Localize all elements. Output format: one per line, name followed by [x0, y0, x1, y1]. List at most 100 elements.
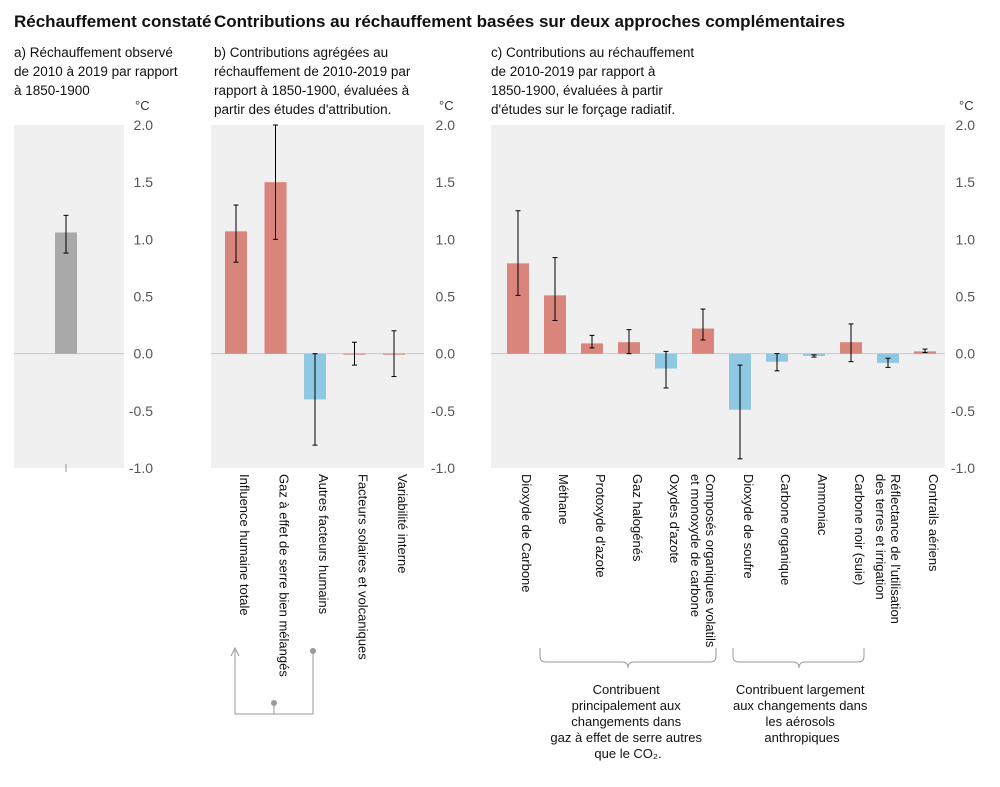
panel-c-subtitle: c) Contributions au réchauffement de 201…	[491, 45, 698, 117]
panel-c-background	[491, 125, 945, 468]
y-tick-label: 0.0	[436, 346, 456, 362]
bar	[544, 295, 566, 354]
category-label: Ammoniac	[815, 474, 830, 536]
category-label-line: et monoxyde de carbone	[688, 474, 703, 617]
y-tick-label: 0.0	[956, 346, 976, 362]
category-label-line: Contrails aériens	[926, 474, 941, 572]
panel-b-subtitle-line: rapport à 1850-1900, évaluées à	[214, 83, 410, 98]
aerosol-note-line: les aérosols	[766, 714, 836, 729]
category-label-line: Composés organiques volatils	[703, 474, 718, 648]
category-label-line: Dioxyde de soufre	[741, 474, 756, 579]
bar	[264, 182, 287, 354]
ghg-note-line: principalement aux	[572, 698, 682, 713]
category-label: Composés organiques volatilset monoxyde …	[688, 474, 718, 648]
observed-title: Réchauffement constaté	[14, 12, 211, 31]
y-tick-label: 1.5	[436, 174, 456, 190]
bar	[692, 328, 714, 354]
contributions-title: Contributions au réchauffement basées su…	[214, 12, 845, 31]
connector-dot	[310, 648, 316, 654]
category-label: Gaz à effet de serre bien mélangés	[277, 474, 292, 677]
y-tick-label: 1.0	[134, 231, 154, 247]
panel-a-subtitle: a) Réchauffement observé de 2010 à 2019 …	[14, 45, 181, 98]
y-tick-label: -0.5	[129, 403, 153, 419]
category-label-line: Protoxyde d'azote	[593, 474, 608, 578]
panel-b-connector	[230, 646, 316, 715]
ghg-note-line: que le CO₂.	[594, 746, 661, 761]
category-label: Protoxyde d'azote	[593, 474, 608, 578]
aerosol-note-line: aux changements dans	[733, 698, 868, 713]
y-tick-label: 2.0	[956, 117, 976, 133]
y-tick-label: 1.5	[134, 174, 154, 190]
y-tick-label: -1.0	[951, 460, 975, 476]
panel-c-unit: °C	[959, 98, 974, 113]
category-label-line: Réflectance de l'utilisation	[888, 474, 903, 624]
y-tick-label: 1.0	[436, 231, 456, 247]
ghg-note-line: changements dans	[571, 714, 681, 729]
category-label: Carbone organique	[778, 474, 793, 585]
category-label: Carbone noir (suie)	[852, 474, 867, 585]
category-label-line: Carbone organique	[778, 474, 793, 585]
y-tick-label: 2.0	[134, 117, 154, 133]
bar	[55, 232, 77, 354]
category-label: Méthane	[556, 474, 571, 525]
panel-c-subtitle-line: 1850-1900, évaluées à partir	[491, 83, 663, 98]
panel-b-subtitle-line: b) Contributions agrégées au	[214, 45, 388, 60]
category-label-line: Autres facteurs humains	[316, 474, 331, 615]
y-tick-label: 0.0	[134, 346, 154, 362]
panel-a-subtitle-line: de 2010 à 2019 par rapport	[14, 64, 178, 79]
y-tick-label: 1.5	[956, 174, 976, 190]
bar	[225, 231, 247, 354]
y-tick-label: -1.0	[129, 460, 153, 476]
panel-b-subtitle: b) Contributions agrégées au réchauffeme…	[214, 45, 414, 117]
category-label: Facteurs solaires et volcaniques	[356, 474, 371, 660]
y-tick-label: -0.5	[431, 403, 455, 419]
panel-a-subtitle-line: à 1850-1900	[14, 83, 90, 98]
panel-c-subtitle-line: de 2010-2019 par rapport à	[491, 64, 656, 79]
aerosol-group-note: Contribuent largement aux changements da…	[733, 682, 871, 745]
y-tick-label: 1.0	[956, 231, 976, 247]
ghg-note-line: gaz à effet de serre autres	[550, 730, 702, 745]
category-label: Variabilité interne	[395, 474, 410, 573]
category-label: Dioxyde de Carbone	[519, 474, 534, 593]
aerosol-note-line: anthropiques	[764, 730, 840, 745]
category-label: Contrails aériens	[926, 474, 941, 572]
category-label-line: Facteurs solaires et volcaniques	[356, 474, 371, 660]
category-label: Autres facteurs humains	[316, 474, 331, 615]
panel-b-unit: °C	[439, 98, 454, 113]
category-label-line: Oxydes d'azote	[667, 474, 682, 563]
category-label-line: Gaz halogénés	[630, 474, 645, 562]
category-label: Réflectance de l'utilisationdes terres e…	[873, 474, 903, 624]
y-tick-label: 2.0	[436, 117, 456, 133]
arrow-head-icon	[230, 646, 240, 657]
chart-marks	[55, 124, 936, 472]
y-tick-label: 0.5	[436, 289, 456, 305]
ghg-group-note: Contribuent principalement aux changemen…	[550, 682, 705, 761]
category-label: Dioxyde de soufre	[741, 474, 756, 579]
category-label-line: Carbone noir (suie)	[852, 474, 867, 585]
panel-c-subtitle-line: d'études sur le forçage radiatif.	[491, 102, 675, 117]
category-label: Gaz halogénés	[630, 474, 645, 562]
panel-c-subtitle-line: c) Contributions au réchauffement	[491, 45, 694, 60]
y-tick-label: -1.0	[431, 460, 455, 476]
category-label-line: Dioxyde de Carbone	[519, 474, 534, 593]
ghg-note-line: Contribuent	[593, 682, 661, 697]
panel-b-subtitle-line: partir des études d'attribution.	[214, 102, 391, 117]
panel-a-subtitle-line: a) Réchauffement observé	[14, 45, 173, 60]
category-label-line: Méthane	[556, 474, 571, 525]
ghg-group-brace	[539, 648, 717, 669]
y-tick-label: 0.5	[134, 289, 154, 305]
category-label-line: Influence humaine totale	[237, 474, 252, 616]
panel-b-subtitle-line: réchauffement de 2010-2019 par	[214, 64, 411, 79]
bar	[581, 343, 603, 354]
y-tick-label: -0.5	[951, 403, 975, 419]
category-label-line: des terres et irrigation	[873, 474, 888, 600]
category-label: Oxydes d'azote	[667, 474, 682, 563]
category-label-line: Gaz à effet de serre bien mélangés	[277, 474, 292, 677]
y-tick-label: 0.5	[956, 289, 976, 305]
bar	[507, 263, 529, 354]
category-label-line: Variabilité interne	[395, 474, 410, 573]
panel-backgrounds	[14, 125, 945, 468]
connector-dot	[271, 700, 277, 706]
category-labels: 2.0 1.5 1.0 0.5 0.0 -0.5 -1.0 2.0 1.5 1.0 0.5 0.0 -0…	[129, 117, 975, 677]
